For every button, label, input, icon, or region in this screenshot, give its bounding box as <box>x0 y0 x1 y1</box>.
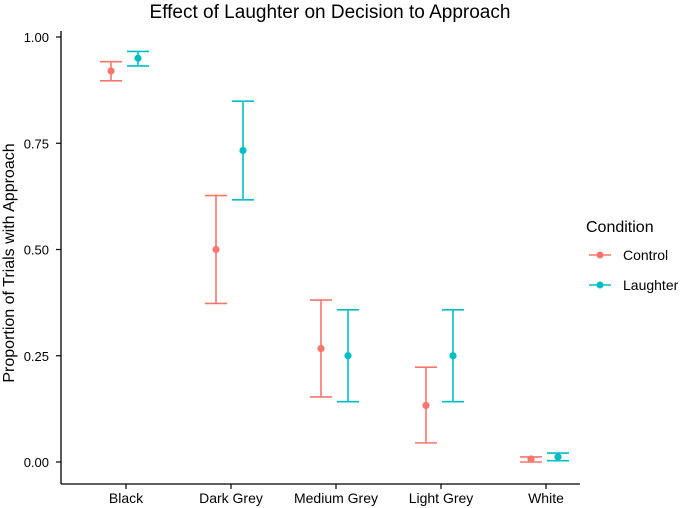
y-axis-label: Proportion of Trials with Approach <box>1 143 18 382</box>
point-laughter-dark-grey <box>239 146 247 155</box>
legend-title: Condition <box>586 219 654 236</box>
legend-key-control-point <box>596 251 604 259</box>
y-tick-label: 0.25 <box>24 349 49 364</box>
legend-key-laughter-point <box>596 281 604 289</box>
legend: Condition Control Laughter <box>586 219 679 293</box>
y-tick-label: 1.00 <box>24 30 49 45</box>
legend-label-control: Control <box>623 247 668 263</box>
legend-label-laughter: Laughter <box>623 277 679 293</box>
x-tick-label: White <box>528 490 564 506</box>
point-control-black <box>107 67 115 75</box>
x-tick-label: Light Grey <box>409 490 474 506</box>
point-laughter-black <box>134 54 142 62</box>
y-tick-label: 0.50 <box>24 243 49 258</box>
point-laughter-medium-grey <box>344 352 352 360</box>
x-tick-label: Dark Grey <box>199 490 263 506</box>
plot-marks <box>100 50 569 463</box>
y-tick-label: 0.75 <box>24 136 49 151</box>
x-tick-label: Medium Grey <box>294 490 378 506</box>
point-laughter-light-grey <box>449 352 457 360</box>
point-laughter-white <box>554 453 562 461</box>
point-control-medium-grey <box>317 344 325 353</box>
x-tick-label: Black <box>109 490 144 506</box>
point-control-dark-grey <box>212 245 220 254</box>
point-control-white <box>527 455 535 463</box>
x-ticks: Black Dark Grey Medium Grey Light Grey White <box>109 484 564 506</box>
y-tick-label: 0.00 <box>24 455 49 470</box>
chart-title: Effect of Laughter on Decision to Approa… <box>150 2 511 23</box>
y-ticks: 0.00 0.25 0.50 0.75 1.00 <box>24 30 61 470</box>
point-control-light-grey <box>422 401 430 410</box>
